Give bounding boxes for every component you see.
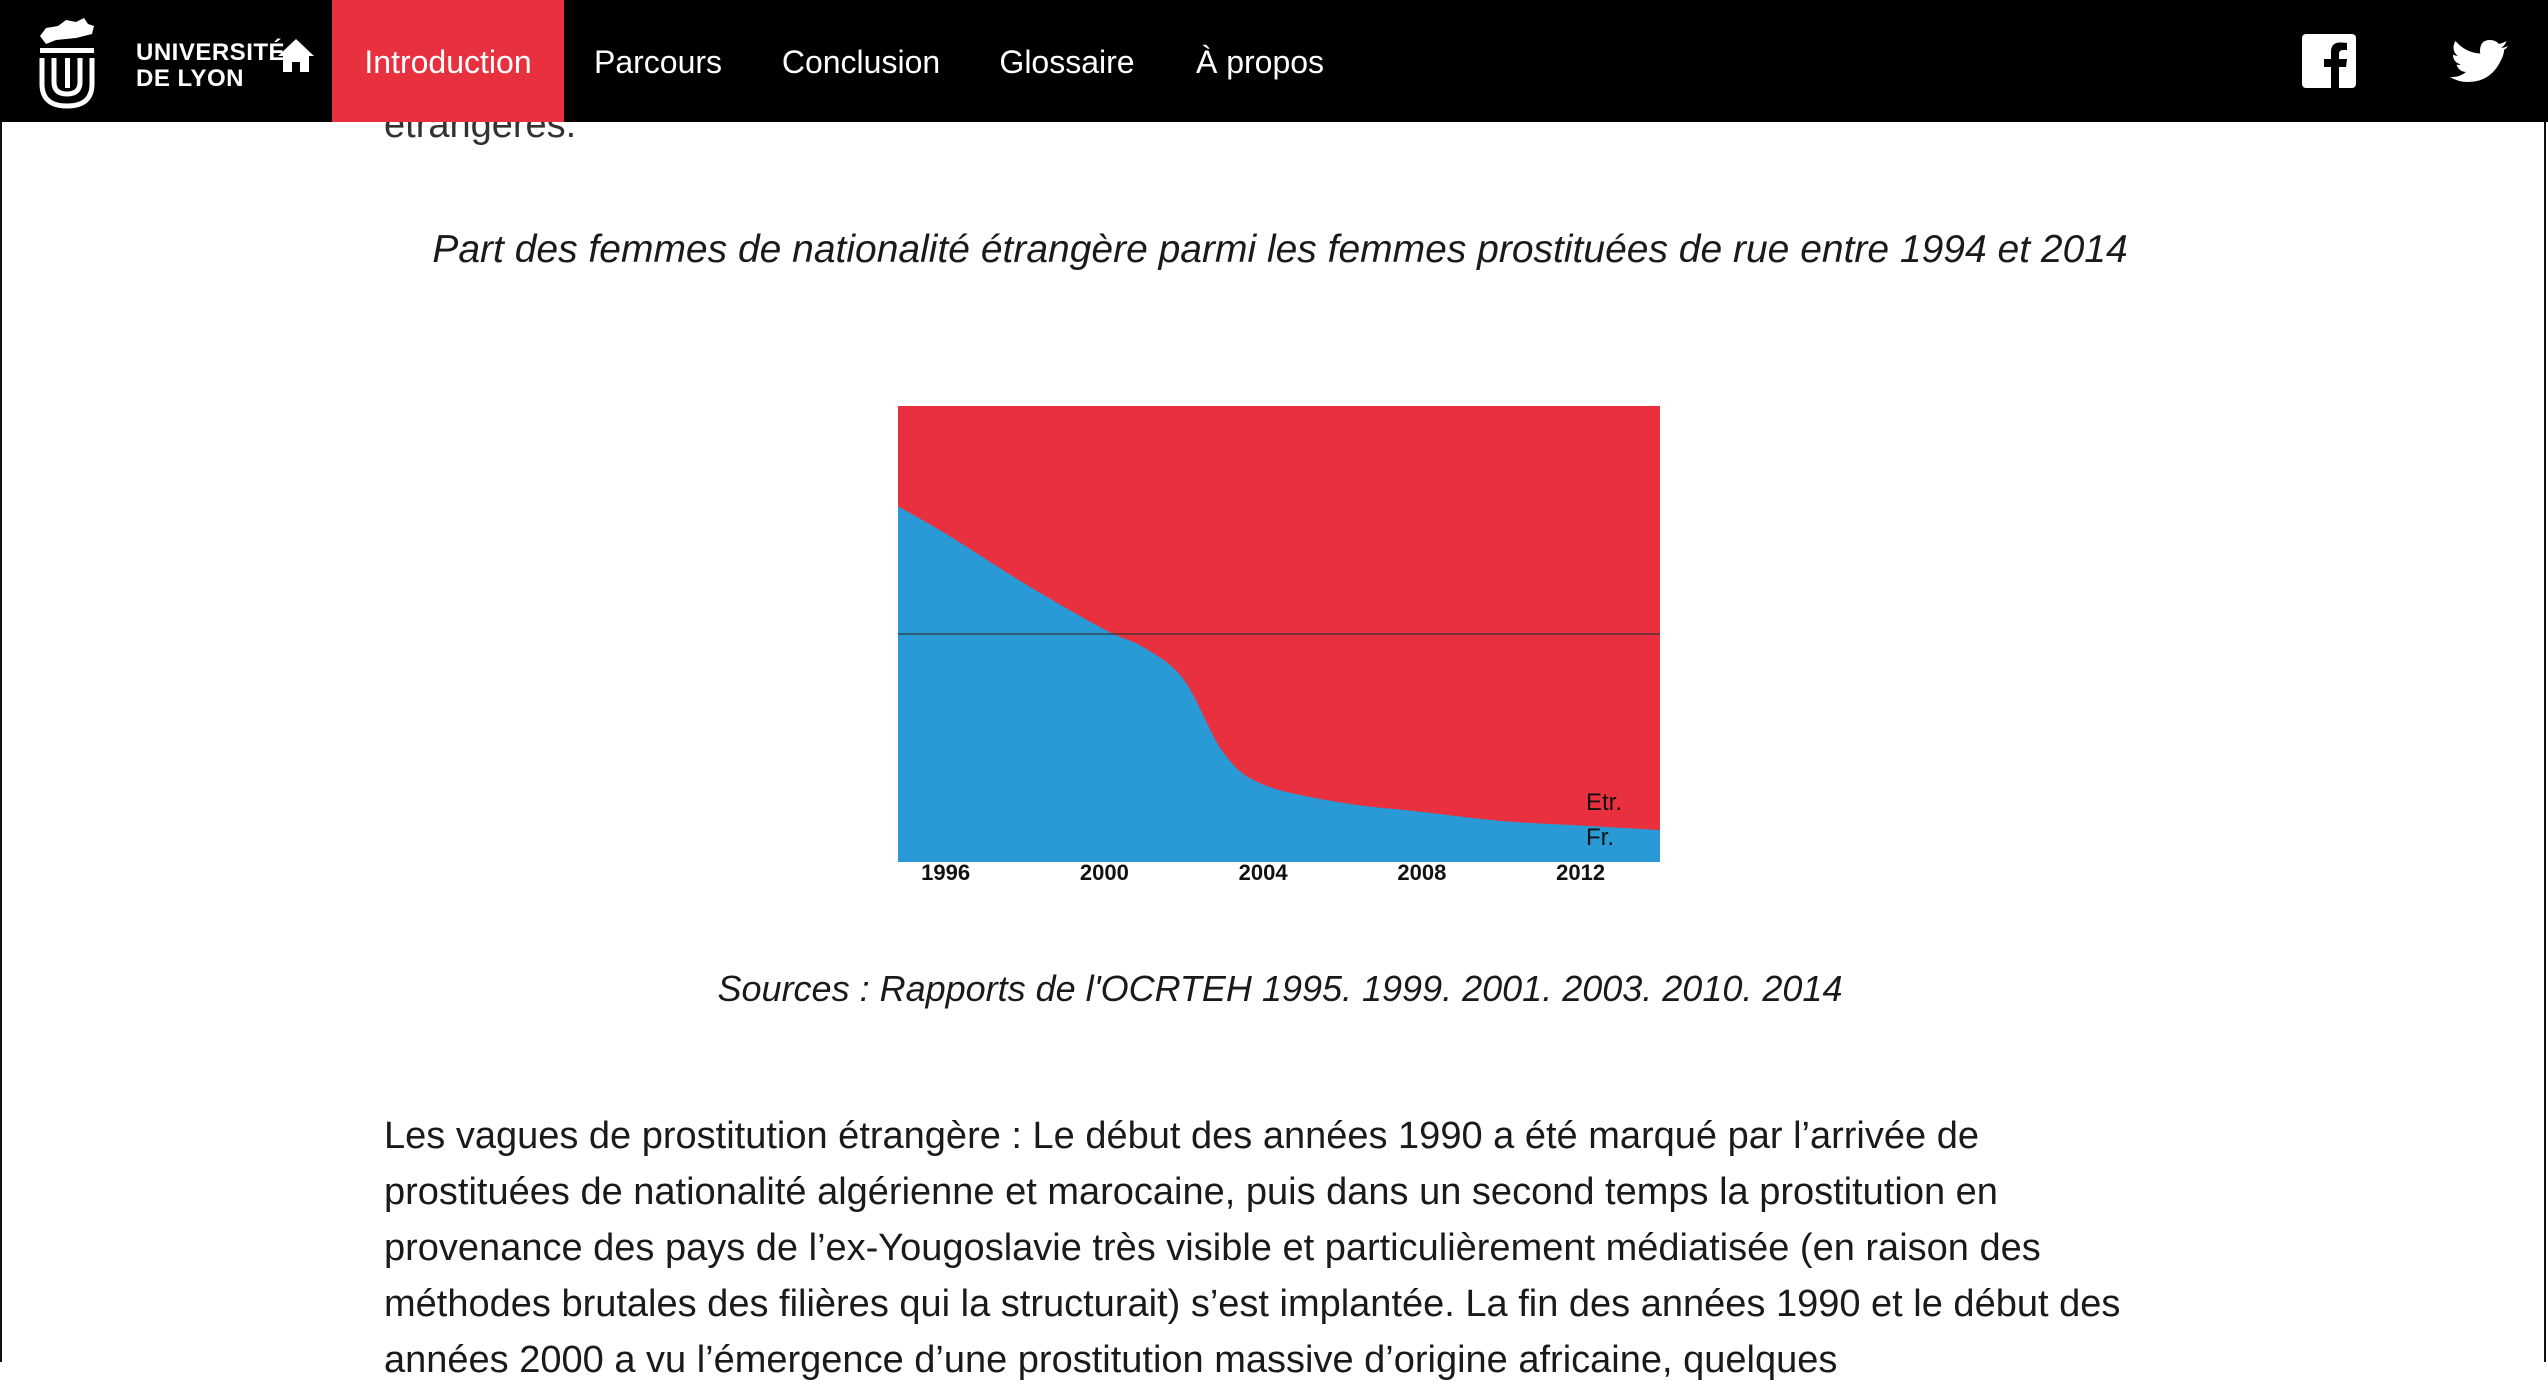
facebook-icon[interactable]	[2302, 34, 2356, 88]
x-tick-label: 2012	[1556, 860, 1605, 885]
top-navigation-bar: UNIVERSITÉ DE LYON Introduction Parcours…	[0, 0, 2548, 122]
body-paragraph: Les vagues de prostitution étrangère : L…	[384, 1115, 2121, 1381]
series-label-etr: Etr.	[1586, 789, 1622, 816]
lion-logo-icon	[39, 18, 95, 109]
chart-sources: Sources : Rapports de l'OCRTEH 1995. 199…	[717, 968, 1843, 1009]
university-name: UNIVERSITÉ DE LYON	[136, 40, 285, 92]
twitter-icon[interactable]	[2450, 34, 2508, 88]
area-chart: 1996 2000 2004 2008 2012 Etr. Fr.	[898, 406, 1660, 885]
x-tick-label: 2008	[1397, 860, 1446, 885]
logo-line-2: DE LYON	[136, 65, 244, 92]
university-logo[interactable]: UNIVERSITÉ DE LYON	[36, 14, 285, 110]
logo-line-1: UNIVERSITÉ	[136, 39, 286, 66]
home-icon[interactable]	[276, 36, 316, 76]
x-tick-label: 1996	[921, 860, 970, 885]
x-tick-label: 2004	[1239, 860, 1289, 885]
nav-parcours[interactable]: Parcours	[593, 44, 723, 80]
series-label-fr: Fr.	[1586, 824, 1614, 851]
nav-conclusion[interactable]: Conclusion	[781, 44, 941, 80]
series-area-fr	[898, 506, 1660, 862]
nav-introduction[interactable]: Introduction	[332, 0, 564, 122]
chart-title: Part des femmes de nationalité étrangère…	[432, 228, 2128, 271]
chart-container: 1996 2000 2004 2008 2012 Etr. Fr.	[880, 398, 1680, 898]
nav-glossaire[interactable]: Glossaire	[999, 44, 1135, 80]
nav-a-propos[interactable]: À propos	[1195, 44, 1325, 80]
x-tick-label: 2000	[1080, 860, 1129, 885]
